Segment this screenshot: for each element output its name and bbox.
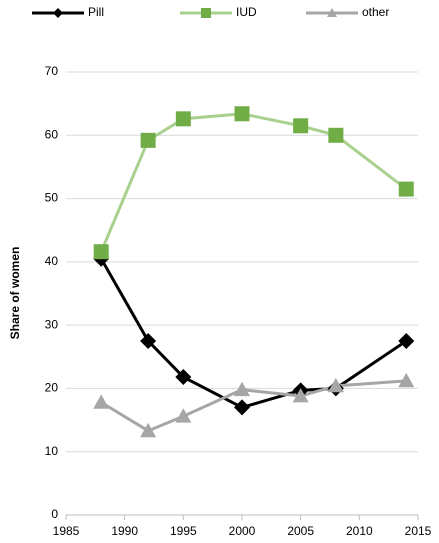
data-point — [140, 422, 157, 438]
x-tick-label: 2010 — [346, 524, 373, 538]
x-tick-label: 1990 — [111, 524, 138, 538]
data-point — [175, 111, 191, 127]
data-point — [93, 394, 110, 409]
y-tick-label: 0 — [51, 507, 58, 521]
data-point — [234, 399, 250, 416]
x-tick-label: 1995 — [170, 524, 197, 538]
data-point — [398, 181, 414, 197]
x-tick-label: 2015 — [405, 524, 432, 538]
y-tick-label: 10 — [45, 444, 59, 458]
legend-marker — [201, 8, 211, 18]
data-point — [140, 332, 157, 349]
legend-label: Pill — [88, 5, 104, 19]
y-axis-label: Share of women — [8, 247, 22, 340]
x-tick-label: 2000 — [229, 524, 256, 538]
data-point — [293, 118, 309, 134]
legend-label: other — [362, 5, 389, 19]
x-tick-label: 1985 — [53, 524, 80, 538]
data-point — [328, 127, 344, 143]
y-tick-label: 50 — [45, 191, 59, 205]
y-tick-label: 60 — [45, 127, 59, 141]
legend-marker — [327, 8, 337, 17]
data-point — [398, 372, 415, 388]
data-point — [292, 388, 309, 403]
y-tick-label: 30 — [45, 317, 59, 331]
y-tick-label: 70 — [45, 64, 59, 78]
data-point — [327, 377, 344, 393]
data-point — [398, 332, 415, 349]
data-point — [140, 132, 156, 148]
legend-label: IUD — [236, 5, 257, 19]
legend-marker — [53, 8, 63, 18]
data-point — [234, 381, 250, 397]
x-tick-label: 2005 — [287, 524, 314, 538]
data-point — [175, 408, 192, 423]
data-point — [234, 106, 250, 122]
data-point — [175, 369, 192, 386]
data-point — [93, 244, 109, 260]
y-tick-label: 20 — [45, 381, 59, 395]
y-tick-label: 40 — [45, 254, 59, 268]
